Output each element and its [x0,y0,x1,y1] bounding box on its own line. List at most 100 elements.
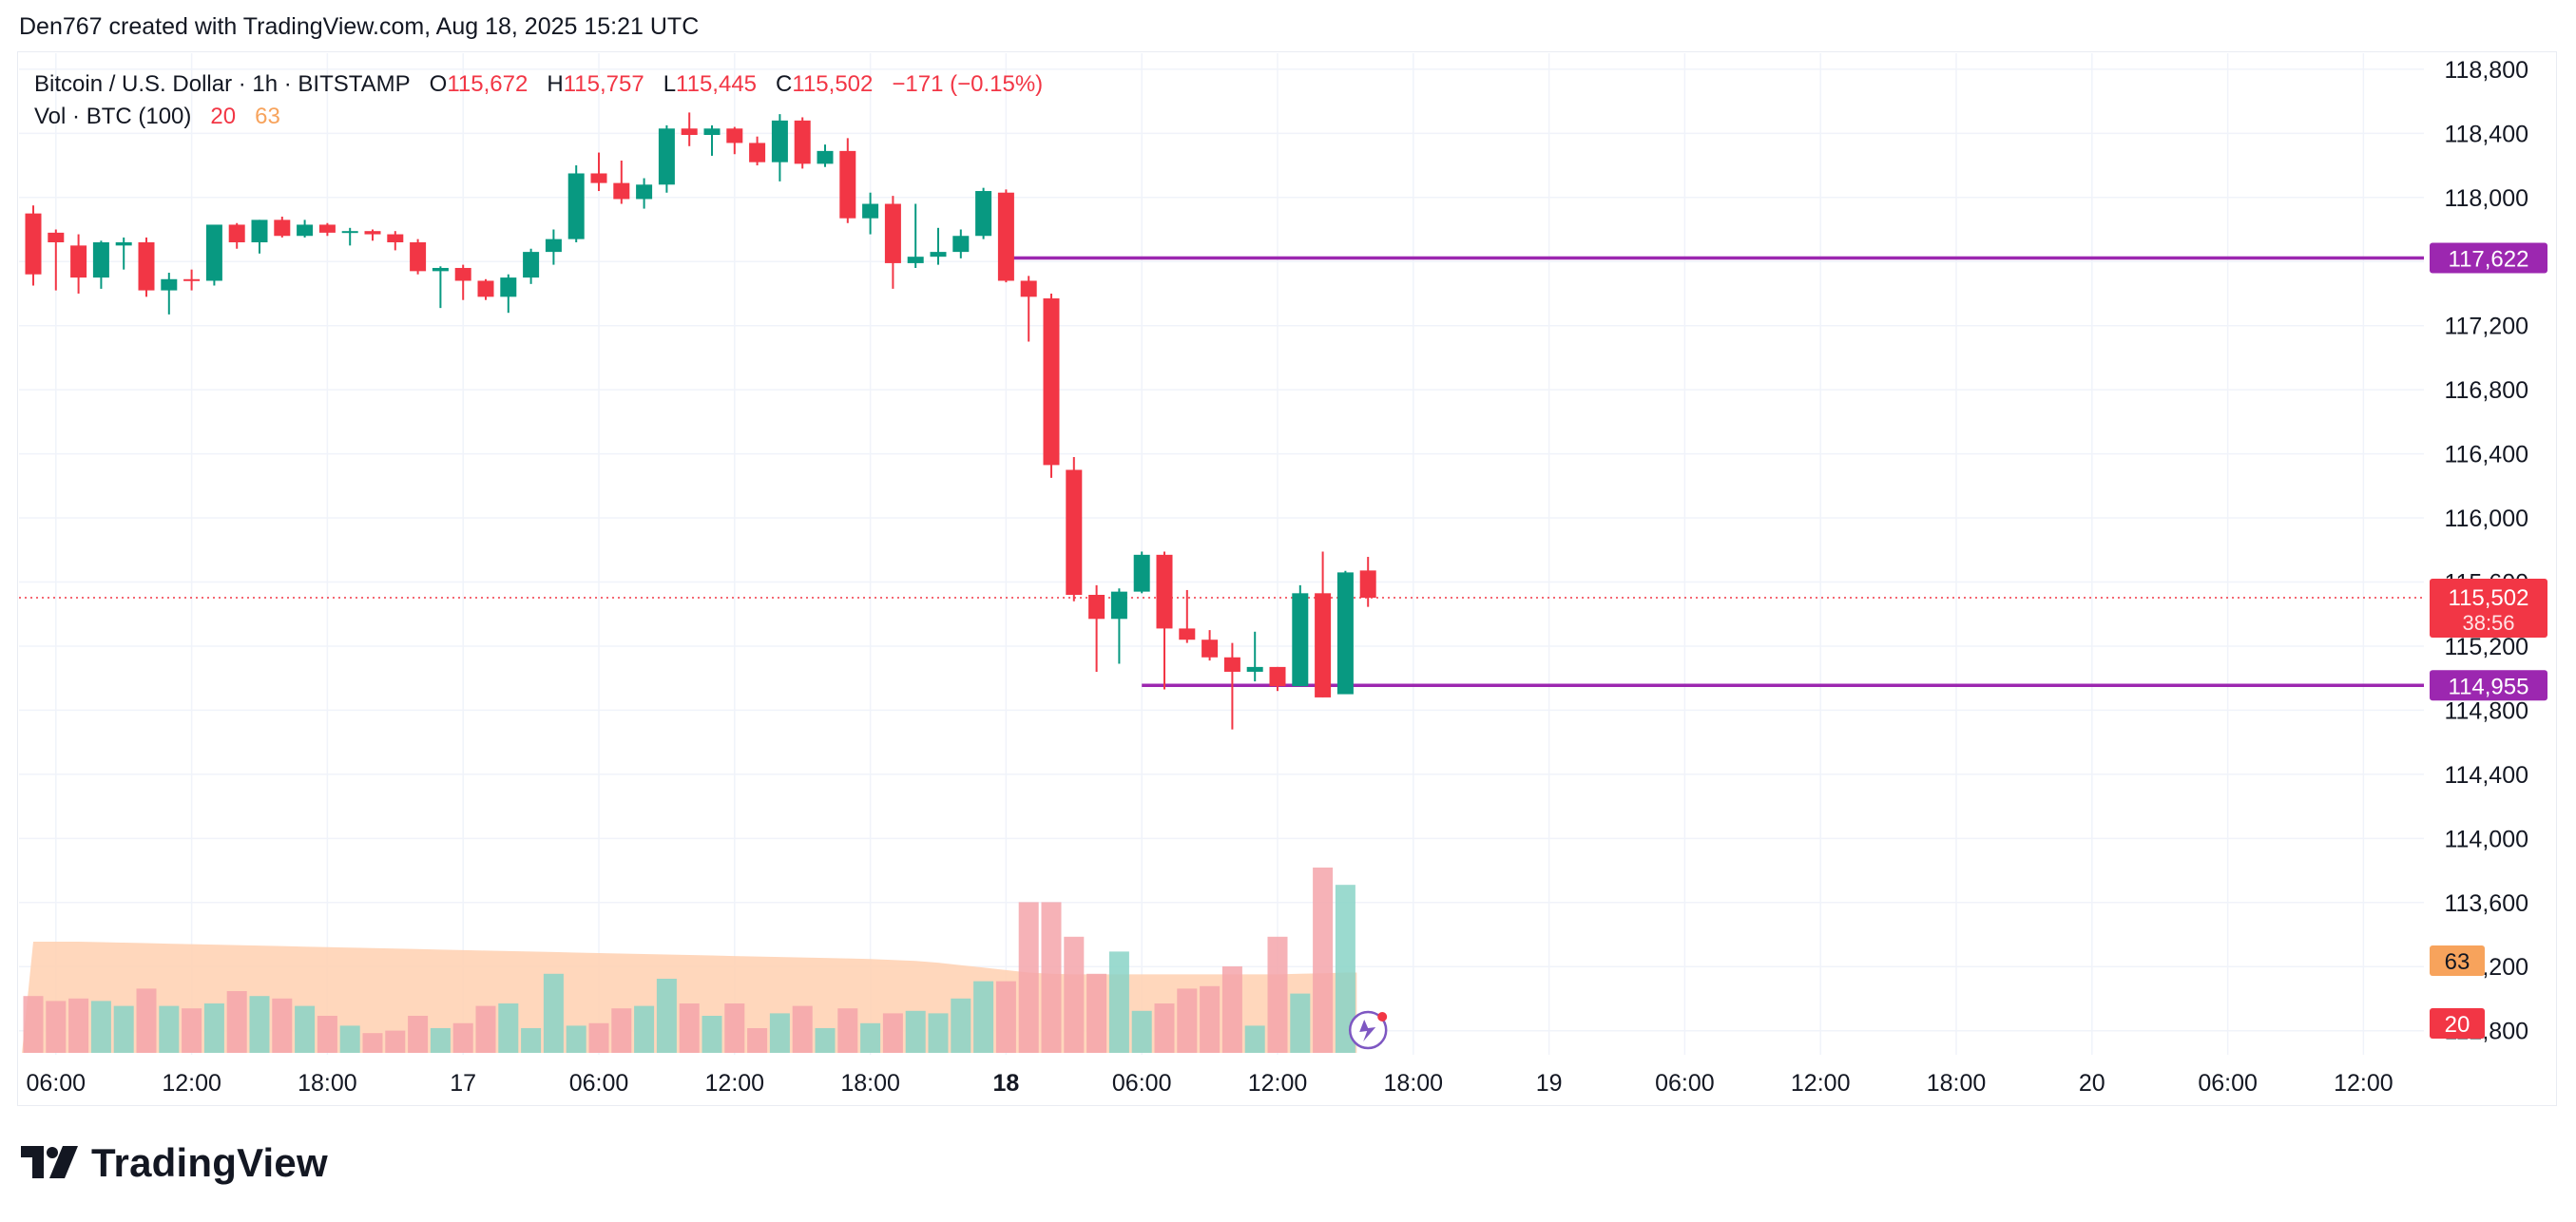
volume-bar [430,1028,451,1053]
level-price-tag-text: 117,622 [2449,247,2529,273]
candle-body [997,192,1014,281]
chart-frame [17,51,2557,1106]
candle-body [138,241,155,291]
volume-ma-short-tag-text: 20 [2445,1012,2470,1038]
volume-bar [1313,868,1334,1053]
candle-body [1066,469,1083,596]
volume-bar [1086,973,1107,1053]
candle-body [1133,554,1150,592]
candle-body [70,245,87,278]
candle-body [1315,593,1332,697]
chart-legend: Bitcoin / U.S. Dollar · 1h · BITSTAMP O1… [34,68,1043,133]
open-value: 115,672 [447,71,529,97]
time-tick-label: 18 [992,1070,1019,1097]
last-price-tag [2430,579,2547,639]
candle-body [1359,570,1376,599]
candle-body [636,184,653,200]
candle-body [523,252,540,278]
candle-body [771,120,788,162]
time-tick-label: 12:00 [162,1070,221,1097]
notification-dot-icon [1377,1012,1388,1022]
volume-bar [1131,1010,1152,1053]
time-tick-label: 19 [1536,1070,1563,1097]
volume-bar [159,1005,180,1053]
candle-body [1201,640,1219,658]
volume-bar [928,1013,949,1053]
volume-ma-long-value: 63 [255,104,280,129]
candle-body [25,213,42,275]
candle-body [567,173,585,239]
volume-bar [792,1005,813,1053]
volume-bar [226,991,247,1053]
symbol-title[interactable]: Bitcoin / U.S. Dollar · 1h · BITSTAMP [34,71,411,97]
candle-body [817,150,834,164]
time-tick-label: 12:00 [705,1070,765,1097]
volume-bar [385,1030,406,1053]
level-price-tag [2430,670,2547,701]
candle-body [410,241,427,272]
volume-bar [973,981,994,1053]
volume-bar [46,1001,67,1053]
time-tick-label: 18:00 [840,1070,900,1097]
high-label: H [547,71,564,97]
volume-bar [702,1016,722,1053]
volume-indicator-title[interactable]: Vol · BTC (100) [34,104,192,129]
time-tick-label: 12:00 [2334,1070,2393,1097]
candle-body [274,220,291,237]
candle-body [1269,666,1286,687]
volume-bar [543,973,564,1053]
chart-caption: Den767 created with TradingView.com, Aug… [19,13,700,40]
volume-bar [1335,885,1355,1053]
volume-bar [905,1010,926,1053]
volume-bar [1200,985,1221,1053]
last-price-tag-text: 115,502 [2449,585,2529,611]
candle-body [500,277,517,297]
volume-ma-short-tag [2430,1008,2485,1039]
volume-bar [882,1013,903,1053]
price-tick-label: 113,600 [2444,890,2528,917]
volume-bar [1290,993,1311,1053]
candle-body [251,220,268,242]
candle-body [1088,595,1105,620]
volume-bar [1041,902,1062,1053]
volume-bar [113,1005,134,1053]
time-tick-label: 12:00 [1791,1070,1851,1097]
volume-bar [679,1003,700,1053]
candle-body [341,231,358,234]
candle-body [1110,591,1127,620]
time-tick-label: 06:00 [569,1070,629,1097]
volume-bar [860,1022,881,1053]
volume-bar [951,998,971,1053]
volume-bar [68,998,89,1053]
candle-body [862,203,879,219]
candle-body [1179,628,1196,640]
volume-bar [90,1001,111,1053]
volume-bar [136,988,157,1053]
candle-body [794,120,811,164]
level-price-tag-text: 114,955 [2449,674,2529,699]
tradingview-logo-icon [21,1146,78,1178]
close-value: 115,502 [792,71,874,97]
volume-bar [837,1008,858,1053]
candle-body [952,236,970,253]
candle-body [703,128,721,136]
price-tick-label: 118,400 [2444,121,2528,147]
volume-bar [815,1028,836,1053]
volume-bar [521,1028,542,1053]
candle-body [297,224,314,237]
volume-bar [656,979,677,1053]
candle-body [183,278,201,281]
price-tick-label: 115,200 [2444,634,2528,660]
volume-bar [272,998,293,1053]
candle-body [432,267,449,272]
tradingview-brand[interactable]: TradingView [21,1140,328,1186]
price-tick-label: 114,000 [2444,826,2528,852]
time-tick-label: 18:00 [1927,1070,1987,1097]
volume-bar [339,1025,360,1053]
time-tick-label: 20 [2079,1070,2105,1097]
lightning-icon [1359,1020,1376,1041]
candle-body [1292,593,1309,687]
volume-bar [588,1022,609,1053]
candle-body [205,224,222,281]
